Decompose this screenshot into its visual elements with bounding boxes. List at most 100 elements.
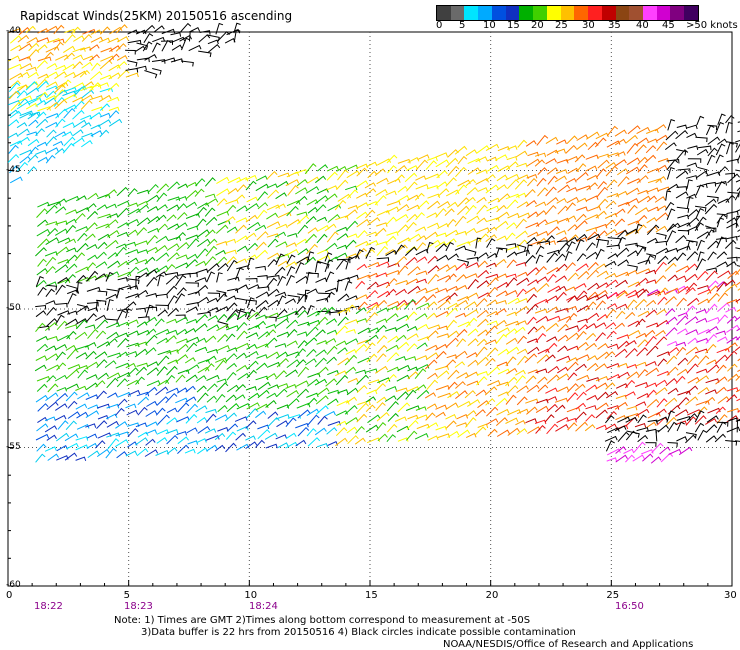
wind-barb xyxy=(505,161,519,171)
wind-barb xyxy=(645,361,657,367)
wind-barb xyxy=(535,424,546,434)
wind-barb xyxy=(153,25,165,33)
wind-barb xyxy=(707,364,720,373)
wind-barb xyxy=(325,338,337,345)
wind-barb xyxy=(181,37,191,51)
wind-barb xyxy=(605,415,615,424)
wind-barb xyxy=(706,303,718,314)
wind-barb xyxy=(506,179,520,190)
wind-barb xyxy=(726,426,740,433)
wind-barb xyxy=(445,241,454,252)
wind-barb xyxy=(345,396,358,404)
wind-barb xyxy=(275,241,288,248)
wind-barb xyxy=(476,356,489,366)
wind-barb xyxy=(696,170,709,179)
wind-barb xyxy=(356,402,369,414)
wind-barb xyxy=(457,155,468,165)
color-scale-swatch xyxy=(684,6,698,20)
wind-barb xyxy=(146,194,160,203)
wind-barb xyxy=(236,184,247,193)
wind-barb xyxy=(706,267,718,272)
wind-barb xyxy=(465,262,479,269)
wind-barb xyxy=(594,363,608,372)
wind-barb xyxy=(134,240,149,246)
wind-barb xyxy=(667,118,676,131)
wind-barb xyxy=(415,159,429,171)
wind-barb xyxy=(647,419,658,425)
wind-barb xyxy=(566,234,579,244)
wind-barb xyxy=(585,342,597,351)
wind-barb xyxy=(89,95,104,101)
wind-barb xyxy=(516,244,527,252)
wind-barb xyxy=(72,54,84,60)
wind-barb xyxy=(17,136,30,145)
wind-barb xyxy=(267,238,279,248)
wind-barb xyxy=(645,299,657,307)
wind-barb xyxy=(354,343,367,353)
wind-barb xyxy=(505,337,518,345)
wind-barb xyxy=(454,245,467,251)
wind-barb xyxy=(656,205,668,212)
wind-barb xyxy=(286,340,298,347)
wind-barb xyxy=(53,38,65,44)
wind-barb xyxy=(385,206,400,213)
wind-barb xyxy=(46,318,58,327)
wind-barb xyxy=(517,355,529,366)
wind-barb xyxy=(614,208,626,216)
wind-barb xyxy=(426,184,439,190)
wind-barb xyxy=(566,135,578,144)
wind-barb xyxy=(655,175,667,184)
wind-barb xyxy=(575,263,589,272)
wind-barb xyxy=(76,242,89,253)
wind-barb xyxy=(605,161,617,169)
wind-barb xyxy=(89,71,103,81)
wind-barb xyxy=(705,229,715,239)
wind-barb xyxy=(134,341,148,347)
wind-barb xyxy=(655,247,669,255)
wind-barb xyxy=(596,186,609,198)
wind-barb xyxy=(627,330,641,337)
wind-barb xyxy=(404,172,418,183)
wind-barb xyxy=(427,193,441,199)
wind-barb xyxy=(617,176,630,187)
wind-barb xyxy=(527,231,539,238)
wind-barb xyxy=(645,442,657,447)
wind-barb xyxy=(644,154,657,164)
wind-barb xyxy=(524,188,536,198)
wind-barb xyxy=(544,354,556,362)
wind-barb xyxy=(45,147,59,154)
wind-barb xyxy=(197,202,210,209)
wind-barb xyxy=(646,421,657,428)
wind-barb xyxy=(406,213,418,223)
wind-barb xyxy=(635,382,649,388)
wind-barb xyxy=(486,205,500,212)
wind-barb xyxy=(81,89,95,99)
wind-barb xyxy=(315,405,329,415)
wind-barb xyxy=(366,303,380,314)
wind-barb xyxy=(385,386,397,392)
wind-barb xyxy=(255,410,267,419)
wind-barb xyxy=(37,156,49,163)
wind-barb xyxy=(566,241,576,252)
wind-barb xyxy=(666,230,677,243)
wind-barb xyxy=(296,388,309,398)
wind-barb xyxy=(226,402,240,413)
wind-barb xyxy=(276,295,287,307)
wind-barb xyxy=(276,331,290,338)
wind-barb xyxy=(635,223,643,234)
wind-barb xyxy=(456,328,468,338)
wind-barb xyxy=(535,254,544,264)
wind-barb xyxy=(324,252,333,262)
wind-barb xyxy=(307,397,318,406)
wind-barb xyxy=(467,158,481,165)
wind-barb xyxy=(8,82,21,93)
wind-barb xyxy=(376,245,389,257)
wind-barb xyxy=(557,184,571,193)
wind-barb xyxy=(207,39,219,45)
wind-barb xyxy=(495,273,508,279)
wind-barb xyxy=(145,429,158,435)
wind-barb xyxy=(386,434,397,443)
wind-barb xyxy=(185,234,199,240)
wind-barb xyxy=(28,119,39,127)
wind-barb xyxy=(107,392,118,399)
